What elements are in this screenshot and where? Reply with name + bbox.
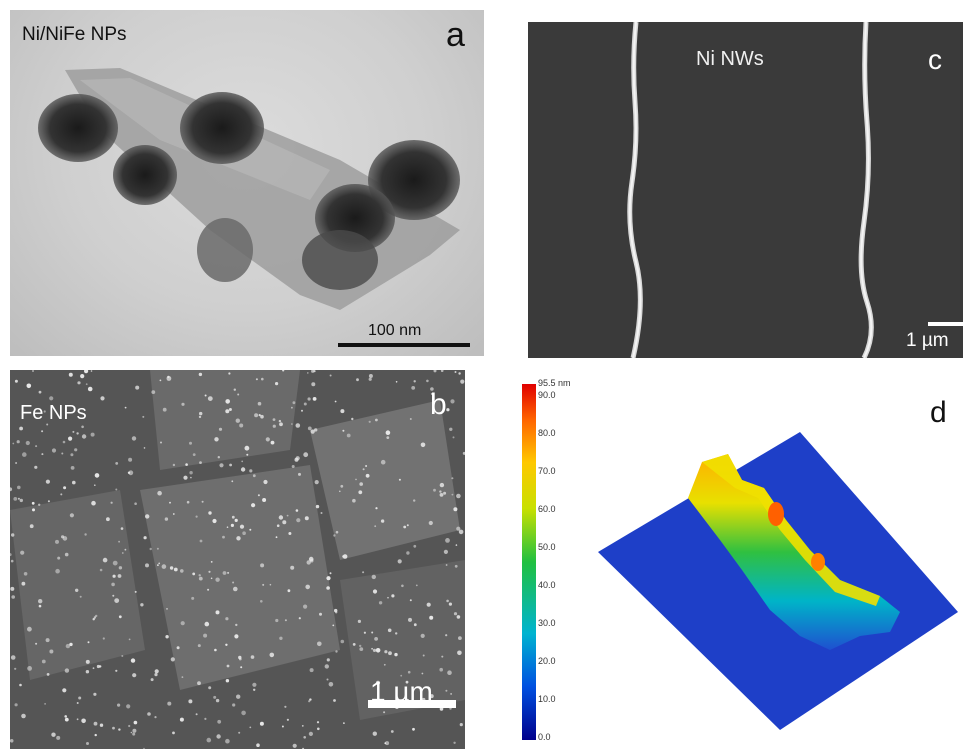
crystal-facet [310, 400, 460, 560]
colorbar-tick-label: 20.0 [538, 656, 556, 666]
afm-topography [522, 384, 958, 740]
crystal-facet [150, 370, 300, 470]
colorbar-tick-label: 60.0 [538, 504, 556, 514]
panel-b-title: Fe NPs [20, 402, 87, 424]
nanowire [858, 22, 874, 358]
colorbar-tick-label: 0.0 [538, 732, 551, 742]
panel-c-sem-image: Ni NWs c 1 µm [528, 22, 963, 358]
colorbar-tick-label: 50.0 [538, 542, 556, 552]
nanoparticle [180, 92, 264, 164]
panel-b-letter: b [430, 388, 447, 421]
nanoparticle-dots [10, 370, 465, 749]
scale-bar [368, 700, 456, 708]
nanowire-ridge [688, 454, 900, 650]
sem-micrograph-nanowires [627, 22, 963, 358]
panel-a-scale-label: 100 nm [368, 322, 422, 339]
panel-a-tem-image: Ni/NiFe NPs a 100 nm [10, 10, 484, 356]
colorbar-tick-label: 30.0 [538, 618, 556, 628]
panel-b-scale-label: 1 µm [370, 676, 433, 707]
nanoparticle [38, 94, 118, 162]
scale-bar [928, 322, 963, 326]
colorbar-tick-label: 40.0 [538, 580, 556, 590]
colorbar [522, 384, 536, 740]
panel-b-sem-image: Fe NPs b 1 µm [10, 370, 465, 749]
scale-bar [338, 343, 470, 347]
panel-a-title: Ni/NiFe NPs [22, 24, 127, 45]
sem-micrograph-crystals [10, 370, 465, 749]
colorbar-max-label: 95.5 nm [538, 378, 571, 388]
panel-c-letter: c [928, 44, 942, 75]
colorbar-tick-label: 90.0 [538, 390, 556, 400]
panel-a-letter: a [446, 16, 465, 54]
panel-c-title: Ni NWs [696, 48, 764, 70]
nanoparticle [368, 140, 460, 220]
colorbar-tick-label: 10.0 [538, 694, 556, 704]
crystal-facet [340, 560, 465, 720]
panel-d-letter: d [930, 396, 947, 429]
crystal-facet [140, 465, 340, 690]
colorbar-tick-label: 70.0 [538, 466, 556, 476]
crystal-facet [10, 490, 145, 680]
nanoparticle [302, 230, 378, 290]
panel-d-afm-image: 95.5 nm 90.0 80.0 70.0 60.0 50.0 40.0 30.0 20.0… [480, 370, 963, 749]
panel-c-scale-label: 1 µm [906, 330, 949, 351]
nanoparticle [197, 218, 253, 282]
colorbar-tick-label: 80.0 [538, 428, 556, 438]
nanoparticle [113, 145, 177, 205]
tem-micrograph [38, 68, 470, 347]
